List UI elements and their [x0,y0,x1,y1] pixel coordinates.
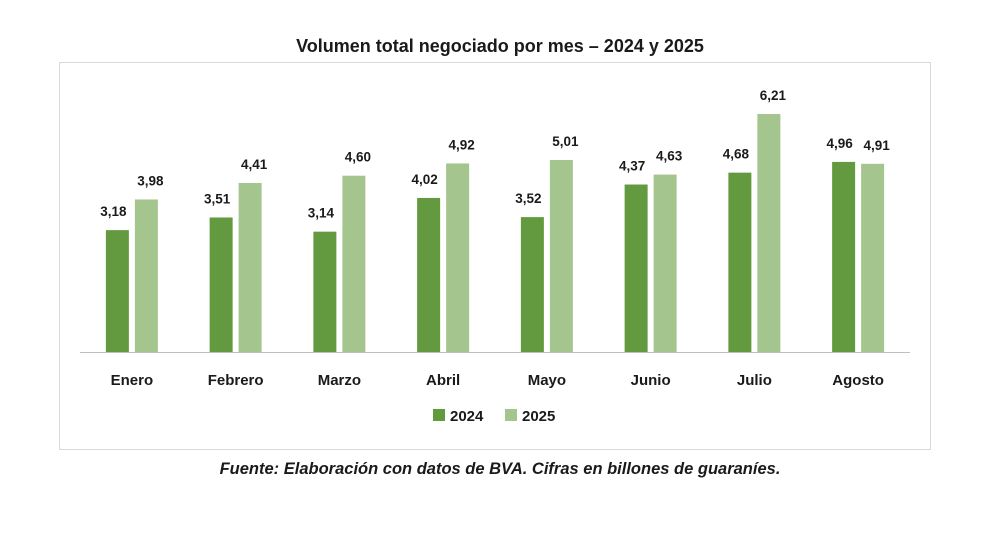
data-label-2025-julio: 6,21 [760,88,787,103]
bar-2024-abril [417,197,441,352]
source-footnote: Fuente: Elaboración con datos de BVA. Ci… [219,460,781,478]
data-label-2024-julio: 4,68 [723,147,750,162]
bar-2024-julio [728,172,752,352]
data-label-2025-enero: 3,98 [137,173,164,188]
data-label-2025-abril: 4,92 [448,137,474,152]
x-tick-label-enero: Enero [111,372,154,389]
data-label-2025-junio: 4,63 [656,149,683,164]
bar-2025-febrero [238,182,262,352]
chart-title: Volumen total negociado por mes – 2024 y… [296,36,704,56]
x-tick-label-abril: Abril [426,372,460,389]
data-label-2025-mayo: 5,01 [552,134,579,149]
bar-2024-marzo [313,231,337,352]
x-tick-label-julio: Julio [737,372,772,389]
bar-2024-febrero [209,217,233,352]
data-label-2024-junio: 4,37 [619,159,645,174]
x-tick-label-mayo: Mayo [528,372,566,389]
data-label-2024-abril: 4,02 [411,172,437,187]
bar-2025-mayo [549,159,573,352]
chart-frame [59,62,931,450]
data-label-2025-agosto: 4,91 [863,138,890,153]
bar-2025-agosto [861,163,885,352]
legend-label-2024: 2024 [450,408,484,425]
legend-label-2025: 2025 [522,408,555,425]
bar-2025-junio [653,174,677,352]
bar-2024-enero [105,230,129,352]
bar-2025-marzo [342,175,366,352]
data-label-2025-marzo: 4,60 [345,150,371,165]
bar-2025-abril [446,163,470,352]
bar-2025-julio [757,114,781,352]
legend-swatch-2025 [505,409,517,421]
data-label-2024-enero: 3,18 [100,204,127,219]
data-label-2024-mayo: 3,52 [515,191,541,206]
data-label-2024-marzo: 3,14 [308,206,335,221]
x-tick-label-marzo: Marzo [318,372,361,389]
legend-swatch-2024 [433,409,445,421]
x-tick-label-agosto: Agosto [832,372,884,389]
data-label-2024-agosto: 4,96 [826,136,853,151]
bar-2025-enero [134,199,158,352]
data-label-2025-febrero: 4,41 [241,157,268,172]
bar-2024-junio [624,184,648,352]
x-tick-label-junio: Junio [631,372,671,389]
bar-2024-agosto [832,161,856,352]
data-label-2024-febrero: 3,51 [204,191,231,206]
bar-2024-mayo [520,217,544,352]
x-tick-label-febrero: Febrero [208,372,264,389]
